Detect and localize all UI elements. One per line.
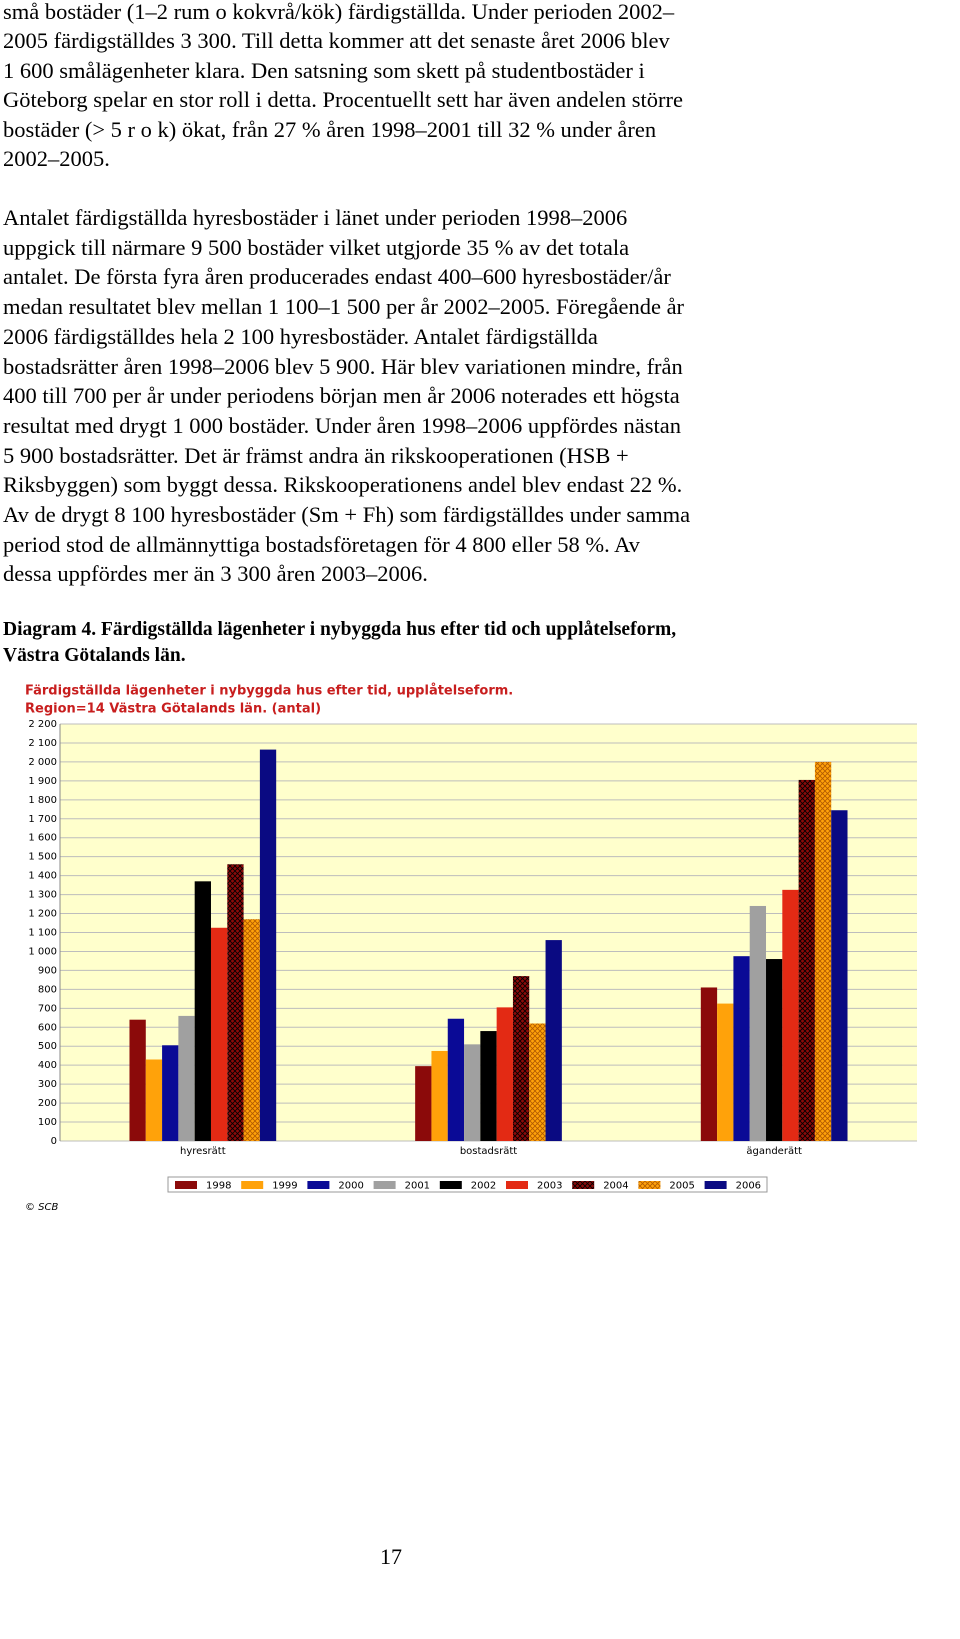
y-tick-label: 2 000 — [28, 757, 57, 768]
text-line: bostadsrätter åren 1998–2006 blev 5 900.… — [3, 353, 683, 379]
text-line: dessa uppfördes mer än 3 300 åren 2003–2… — [3, 561, 428, 587]
x-tick-label: hyresrätt — [180, 1146, 226, 1157]
x-tick-label: bostadsrätt — [460, 1146, 517, 1157]
text-line: små bostäder (1–2 rum o kokvrå/kök) färd… — [3, 0, 675, 24]
legend-label: 2000 — [338, 1181, 363, 1192]
y-tick-label: 1 900 — [28, 776, 57, 787]
bar — [733, 956, 750, 1141]
text-line: uppgick till närmare 9 500 bostäder vilk… — [3, 234, 630, 260]
text-line: Göteborg spelar en stor roll i detta. Pr… — [3, 87, 683, 113]
source: © SCB — [25, 1202, 59, 1213]
y-tick-label: 500 — [38, 1041, 57, 1052]
legend-label: 2005 — [669, 1181, 694, 1192]
chart-title: Färdigställda lägenheter i nybyggda hus … — [25, 684, 513, 699]
text-line: 400 till 700 per år under periodens börj… — [3, 383, 680, 409]
y-tick-label: 100 — [38, 1117, 57, 1128]
bar — [512, 976, 530, 1141]
y-tick-label: 800 — [38, 984, 57, 995]
y-tick-label: 1 100 — [28, 928, 57, 939]
y-tick-label: 1 200 — [28, 909, 57, 920]
legend-swatch — [175, 1181, 197, 1189]
y-tick-label: 2 100 — [28, 738, 57, 749]
legend-swatch — [241, 1181, 264, 1189]
text-line: medan resultatet blev mellan 1 100–1 500… — [3, 294, 685, 320]
bar — [496, 1007, 513, 1141]
text-line: 1 600 smålägenheter klara. Den satsning … — [3, 57, 645, 83]
legend-label: 1998 — [206, 1181, 231, 1192]
text-line: resultat med drygt 1 000 bostäder. Under… — [3, 412, 681, 438]
bar — [162, 1045, 179, 1141]
bar — [464, 1044, 481, 1141]
bar — [749, 905, 767, 1141]
title-area — [18, 678, 498, 718]
bar — [431, 1050, 448, 1141]
y-tick-label: 700 — [38, 1003, 57, 1014]
legend-swatch — [638, 1181, 661, 1189]
bar — [447, 1018, 465, 1141]
x-tick-label: äganderätt — [746, 1146, 802, 1157]
y-tick-label: 1 000 — [28, 946, 57, 957]
y-tick-label: 300 — [38, 1079, 57, 1090]
bar — [480, 1031, 497, 1141]
caption-line: Diagram 4. Färdigställda lägenheter i ny… — [3, 619, 677, 640]
y-tick-label: 1 700 — [28, 814, 57, 825]
legend-swatch — [307, 1181, 330, 1189]
legend-label: 2006 — [736, 1181, 761, 1192]
legend-swatch — [704, 1181, 727, 1189]
chart: Färdigställda lägenheter i nybyggda hus … — [18, 678, 917, 1213]
legend-swatch — [572, 1181, 595, 1189]
text-line: Av de drygt 8 100 hyresbostäder (Sm + Fh… — [3, 502, 691, 527]
bar — [814, 761, 832, 1141]
text-line: 2005 färdigställdes 3 300. Till detta ko… — [3, 28, 670, 54]
y-tick-label: 200 — [38, 1098, 57, 1109]
y-tick-label: 1 400 — [28, 871, 57, 882]
bar — [545, 940, 562, 1141]
caption-line: Västra Götalands län. — [3, 645, 186, 666]
y-tick-label: 1 500 — [28, 852, 57, 863]
legend-swatch — [373, 1181, 396, 1189]
legend-swatch — [439, 1181, 462, 1189]
y-tick-label: 0 — [51, 1136, 57, 1147]
legend-label: 2003 — [537, 1181, 562, 1192]
bar — [766, 959, 783, 1141]
y-tick-label: 1 600 — [28, 833, 57, 844]
bar — [243, 919, 260, 1141]
text-line: 2002–2005. — [3, 146, 110, 171]
legend-swatch — [506, 1181, 528, 1189]
bar — [129, 1019, 146, 1141]
bar — [717, 1003, 734, 1141]
bar — [798, 779, 815, 1141]
bar — [782, 889, 799, 1141]
legend-label: 2001 — [405, 1181, 430, 1192]
legend-label: 2004 — [603, 1181, 628, 1192]
bar — [210, 927, 228, 1141]
bar — [529, 1023, 546, 1141]
bar — [700, 987, 718, 1141]
bar — [259, 749, 277, 1141]
bar — [415, 1066, 432, 1141]
y-tick-label: 900 — [38, 965, 57, 976]
bar — [178, 1015, 195, 1141]
y-tick-label: 1 800 — [28, 795, 57, 806]
y-tick-label: 1 300 — [28, 890, 57, 901]
bar — [145, 1059, 163, 1141]
legend-label: 2002 — [471, 1181, 496, 1192]
y-tick-label: 600 — [38, 1022, 57, 1033]
bar — [194, 881, 211, 1141]
text-line: bostäder (> 5 r o k) ökat, från 27 % åre… — [3, 116, 657, 142]
bar — [227, 864, 244, 1141]
bar — [831, 810, 848, 1141]
page-number: 17 — [380, 1544, 402, 1569]
legend-label: 1999 — [272, 1181, 297, 1192]
text-line: 5 900 bostadsrätter. Det är främst andra… — [3, 442, 629, 468]
text-line: 2006 färdigställdes hela 2 100 hyresbost… — [3, 323, 598, 349]
y-tick-label: 400 — [38, 1060, 57, 1071]
text-line: Antalet färdigställda hyresbostäder i lä… — [3, 205, 628, 230]
text-line: period stod de allmännyttiga bostadsföre… — [3, 531, 640, 557]
text-line: antalet. De första fyra åren producerade… — [3, 264, 671, 290]
y-tick-label: 2 200 — [28, 719, 57, 730]
text-line: Riksbyggen) som byggt dessa. Rikskoopera… — [3, 472, 683, 498]
chart-subtitle: Region=14 Västra Götalands län. (antal) — [25, 702, 321, 717]
